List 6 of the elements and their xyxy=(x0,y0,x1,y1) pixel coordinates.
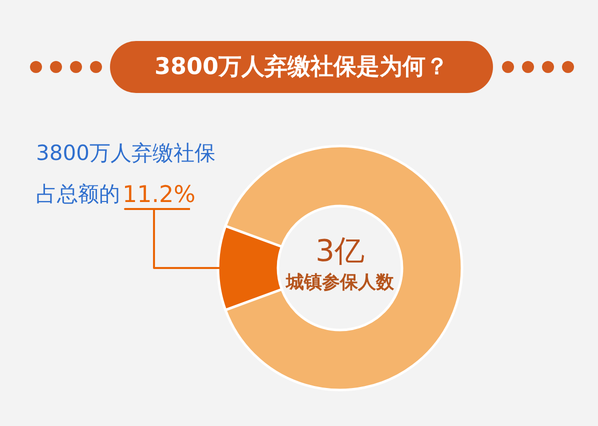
text: 占总额的 xyxy=(36,181,120,208)
chart-title: 3800万人弃缴社保是为何？ xyxy=(110,41,493,93)
text: 3亿 xyxy=(314,234,366,269)
text: 城镇参保人数 xyxy=(284,272,395,294)
text: 3800万人弃缴社保 xyxy=(36,140,216,167)
data-label: 11.2% xyxy=(122,182,196,208)
